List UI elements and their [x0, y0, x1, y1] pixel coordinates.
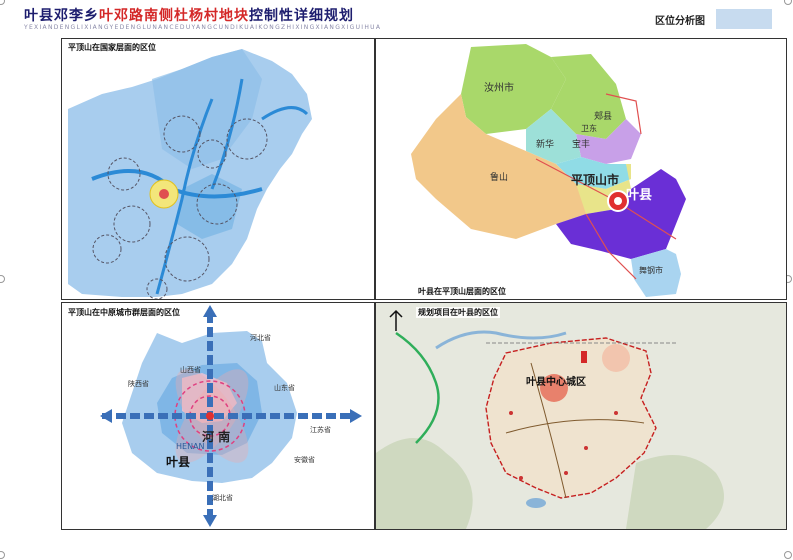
label-shandong: 山东省 — [274, 384, 295, 392]
label-yexian-central: 叶县 — [166, 455, 191, 469]
yexian-marker-center — [614, 197, 622, 205]
yexian-boundary — [485, 337, 657, 499]
city-cluster-ring — [146, 278, 168, 299]
page-title: 叶县邓李乡叶邓路南侧杜杨村地块控制性详细规划 — [24, 5, 354, 25]
region-north — [551, 54, 626, 139]
label-yexian: 叶县 — [626, 188, 653, 203]
label-weidong: 卫东 — [581, 124, 597, 133]
title-highlight: 叶邓路南侧杜杨村地块 — [99, 8, 249, 24]
region-xinhua — [526, 109, 581, 164]
label-wugang: 舞钢市 — [639, 266, 663, 275]
region-wugang — [631, 249, 681, 297]
center-city — [540, 374, 568, 402]
label-hubei: 湖北省 — [212, 494, 233, 502]
label-shaanxi: 陕西省 — [128, 380, 149, 388]
panel-caption: 平顶山在国家层面的区位 — [66, 42, 158, 53]
arrow-head — [203, 515, 217, 527]
city-cluster-ring — [164, 236, 210, 282]
corner-mark — [0, 551, 5, 559]
label-hebei: 河北省 — [250, 334, 271, 342]
town-dot — [584, 446, 588, 450]
panel-national: 平顶山在国家层面的区位 — [61, 38, 375, 300]
river — [435, 330, 567, 350]
label-center-city: 叶县中心城区 — [526, 377, 586, 388]
corner-mark — [0, 0, 5, 5]
label-jiaxian: 郏县 — [594, 112, 613, 122]
region-yexian — [556, 169, 686, 259]
national-map — [62, 39, 374, 299]
title-prefix: 叶县邓李乡 — [24, 8, 99, 24]
panel-central-plains: 河北省 山西省 陕西省 山东省 江苏省 安徽省 湖北省 河 南 HENAN 叶县… — [61, 302, 375, 530]
central-plains-map — [62, 303, 374, 529]
corner-mark — [0, 275, 5, 283]
arrow-head — [203, 305, 217, 317]
header: 叶县邓李乡叶邓路南侧杜杨村地块控制性详细规划 YEXIANDENGLIXIANG… — [0, 0, 793, 36]
road-line — [605, 93, 642, 135]
panel-caption: 叶县在平顶山层面的区位 — [416, 286, 508, 297]
sheet-name: 区位分析图 — [655, 16, 705, 27]
label-anhui: 安徽省 — [294, 456, 315, 464]
panel-caption: 平顶山在中原城市群层面的区位 — [66, 307, 182, 318]
town-dot — [614, 411, 618, 415]
region-ruzhou — [461, 44, 566, 134]
pingdingshan-dot — [159, 189, 169, 199]
label-pingdingshan: 平顶山市 — [571, 173, 620, 187]
region-baofeng — [556, 157, 631, 189]
town-dot — [564, 471, 568, 475]
river — [395, 331, 440, 444]
terrain — [376, 438, 473, 529]
label-henan: 河 南 — [202, 430, 231, 444]
city-cluster-ring — [196, 183, 238, 225]
zhengzhou-marker — [206, 412, 214, 420]
label-xinhua: 新华 — [536, 140, 555, 150]
corner-mark — [784, 551, 792, 559]
project-site — [581, 351, 587, 363]
town-dot — [519, 476, 523, 480]
corner-mark — [784, 0, 792, 5]
city-cluster-ring — [113, 205, 151, 243]
label-ruzhou: 汝州市 — [484, 83, 514, 94]
city-cluster-ring — [197, 139, 227, 169]
panel-pingdingshan: 汝州市 郏县 卫东 宝丰 新华 鲁山 平顶山市 叶县 舞钢市 叶县在平顶山层面的… — [375, 38, 787, 300]
town-area — [602, 344, 630, 372]
label-henan-pinyin: HENAN — [176, 442, 205, 451]
label-shanxi: 山西省 — [180, 366, 201, 374]
arrow-head — [350, 409, 362, 423]
town-dot — [509, 411, 513, 415]
county-map — [376, 303, 786, 529]
arrow-head — [100, 409, 112, 423]
terrain — [626, 455, 724, 529]
city-cluster-ring — [107, 157, 141, 191]
title-suffix: 控制性详细规划 — [249, 8, 354, 24]
panel-county: 叶县中心城区 规划项目在叶县的区位 — [375, 302, 787, 530]
region-jiaxian — [576, 119, 641, 164]
label-jiangsu: 江苏省 — [310, 426, 331, 434]
pingdingshan-map — [376, 39, 786, 299]
city-cluster-ring — [92, 234, 122, 264]
region-shade — [177, 174, 242, 239]
axis-line — [210, 78, 244, 190]
road-line — [530, 362, 567, 499]
label-baofeng: 宝丰 — [572, 140, 591, 150]
reservoir — [526, 498, 546, 508]
road-line — [585, 213, 637, 280]
sheet-badge — [716, 9, 772, 29]
city-cluster-ring — [163, 115, 201, 153]
title-pinyin: YEXIANDENGLIXIANGYEDENGLUNANCEDUYANGCUND… — [24, 24, 382, 31]
city-cluster-ring — [226, 118, 268, 160]
label-lushan: 鲁山 — [490, 173, 509, 183]
axis-line — [261, 106, 309, 121]
north-arrow-icon — [389, 309, 403, 331]
axis-line — [155, 98, 214, 295]
region-lushan — [411, 94, 606, 239]
panel-caption: 规划项目在叶县的区位 — [416, 307, 500, 318]
road-line — [505, 419, 645, 434]
